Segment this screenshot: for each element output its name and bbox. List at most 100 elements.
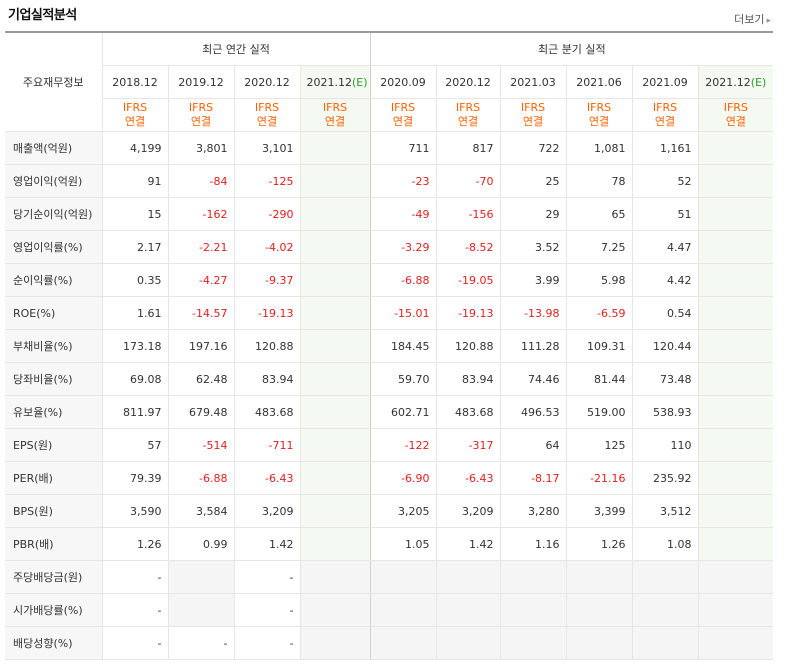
- cell-value: [565, 560, 633, 594]
- cell-value: -14.57: [167, 296, 234, 330]
- cell-value: 0.35: [101, 263, 168, 297]
- cell-value: 1.26: [101, 527, 168, 561]
- cell-value: 0.99: [167, 527, 234, 561]
- cell-value: 83.94: [233, 362, 300, 396]
- cell-value: -6.43: [233, 461, 300, 495]
- table-row: 부채비율(%) 173.18 197.16 120.88 184.45 120.88 111…: [5, 329, 774, 363]
- cell-value: 3,205: [369, 494, 437, 528]
- cell-value: -156: [435, 197, 501, 231]
- cell-value: 197.16: [167, 329, 234, 363]
- corner-label: 주요재무정보: [5, 31, 103, 132]
- cell-value: [299, 494, 371, 528]
- cell-value: -21.16: [565, 461, 633, 495]
- cell-value: -2.21: [167, 230, 234, 264]
- cell-value: 811.97: [101, 395, 168, 429]
- cell-value: 1.42: [435, 527, 501, 561]
- cell-value: [435, 626, 501, 660]
- cell-value: 1.61: [101, 296, 168, 330]
- cell-value: 1.08: [631, 527, 699, 561]
- ifrs-label-bottom: 연결: [457, 115, 479, 128]
- cell-value: 722: [499, 131, 567, 165]
- cell-value: [565, 626, 633, 660]
- chevron-right-icon: ▸: [766, 16, 771, 26]
- period-header: 2020.12: [233, 65, 300, 99]
- cell-value: [631, 560, 699, 594]
- table-row: PBR(배) 1.26 0.99 1.42 1.05 1.42 1.16 1.26 1.08: [5, 527, 774, 561]
- ifrs-label-bottom: 연결: [725, 115, 746, 128]
- cell-value: [499, 560, 567, 594]
- ifrs-label: IFRS 연결: [167, 98, 234, 132]
- cell-value: [697, 329, 774, 363]
- table-row: 배당성향(%) - - -: [5, 626, 774, 660]
- cell-value: -6.59: [565, 296, 633, 330]
- cell-value: [299, 461, 371, 495]
- cell-value: -19.05: [435, 263, 501, 297]
- cell-value: 3,590: [101, 494, 168, 528]
- period-header: 2021.12(E): [697, 65, 774, 99]
- cell-value: 7.25: [565, 230, 633, 264]
- cell-value: 81.44: [565, 362, 633, 396]
- table-row: 매출액(억원) 4,199 3,801 3,101 711 817 722 1,081 1,16…: [5, 131, 774, 165]
- ifrs-label-top: IFRS: [586, 101, 612, 114]
- row-label: 유보율(%): [5, 395, 103, 429]
- table-row: 주당배당금(원) - -: [5, 560, 774, 594]
- ifrs-label-top: IFRS: [652, 101, 678, 114]
- ifrs-label: IFRS 연결: [435, 98, 501, 132]
- cell-value: 51: [631, 197, 699, 231]
- cell-value: -84: [167, 164, 234, 198]
- cell-value: [697, 164, 774, 198]
- cell-value: -6.88: [167, 461, 234, 495]
- cell-value: 74.46: [499, 362, 567, 396]
- cell-value: [631, 626, 699, 660]
- cell-value: [697, 527, 774, 561]
- cell-value: -23: [369, 164, 437, 198]
- cell-value: [299, 593, 371, 627]
- cell-value: [697, 230, 774, 264]
- row-label: BPS(원): [5, 494, 103, 528]
- cell-value: -19.13: [233, 296, 300, 330]
- cell-value: [369, 593, 437, 627]
- cell-value: -4.27: [167, 263, 234, 297]
- cell-value: [299, 230, 371, 264]
- cell-value: [697, 626, 774, 660]
- cell-value: 1,081: [565, 131, 633, 165]
- row-label: EPS(원): [5, 428, 103, 462]
- ifrs-label: IFRS 연결: [565, 98, 633, 132]
- ifrs-label-bottom: 연결: [392, 115, 414, 128]
- cell-value: 3,512: [631, 494, 699, 528]
- more-link[interactable]: 더보기 ▸: [734, 11, 771, 27]
- cell-value: 496.53: [499, 395, 567, 429]
- cell-value: [697, 395, 774, 429]
- cell-value: 120.88: [233, 329, 300, 363]
- cell-value: [299, 560, 371, 594]
- cell-value: 3,101: [233, 131, 300, 165]
- cell-value: 0.54: [631, 296, 699, 330]
- cell-value: -317: [435, 428, 501, 462]
- cell-value: 3,280: [499, 494, 567, 528]
- cell-value: [499, 593, 567, 627]
- cell-value: [697, 296, 774, 330]
- cell-value: [697, 560, 774, 594]
- cell-value: -711: [233, 428, 300, 462]
- cell-value: [299, 197, 371, 231]
- cell-value: [167, 593, 234, 627]
- cell-value: -290: [233, 197, 300, 231]
- cell-value: -: [233, 626, 300, 660]
- cell-value: 59.70: [369, 362, 437, 396]
- cell-value: -: [233, 593, 300, 627]
- ifrs-label-bottom: 연결: [190, 115, 212, 128]
- cell-value: 5.98: [565, 263, 633, 297]
- row-label: 매출액(억원): [5, 131, 103, 165]
- ifrs-label-bottom: 연결: [124, 115, 146, 128]
- cell-value: -: [101, 626, 168, 660]
- ifrs-label-top: IFRS: [188, 101, 214, 114]
- row-label: 당기순이익(억원): [5, 197, 103, 231]
- cell-value: 78: [565, 164, 633, 198]
- cell-value: -8.17: [499, 461, 567, 495]
- table-row: EPS(원) 57 -514 -711 -122 -317 64 125 110: [5, 428, 774, 462]
- cell-value: -15.01: [369, 296, 437, 330]
- ifrs-label-bottom: 연결: [588, 115, 610, 128]
- cell-value: 483.68: [435, 395, 501, 429]
- cell-value: [435, 560, 501, 594]
- cell-value: 91: [101, 164, 168, 198]
